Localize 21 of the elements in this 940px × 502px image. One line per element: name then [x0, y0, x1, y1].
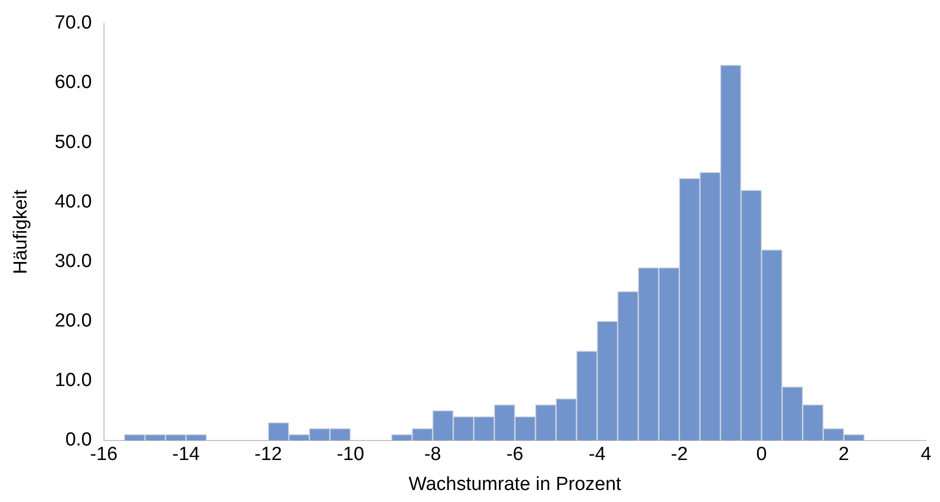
x-tick-label: -8 [424, 444, 442, 466]
x-tick-label: -2 [670, 444, 688, 466]
x-tick-label: 4 [920, 444, 932, 466]
y-tick-label: 10.0 [54, 370, 92, 392]
x-tick-label: -14 [172, 444, 200, 466]
y-tick-label: 40.0 [54, 191, 92, 212]
y-tick-label: 50.0 [54, 132, 92, 153]
x-tick-label: -6 [506, 444, 524, 466]
y-tick-label: 30.0 [54, 250, 92, 272]
x-tick-label: -16 [90, 444, 118, 466]
y-tick-label: 70.0 [54, 12, 92, 34]
x-tick-label: 2 [838, 444, 850, 466]
y-tick-label: 0.0 [65, 430, 92, 451]
x-axis-title: Wachstumrate in Prozent [408, 474, 622, 495]
x-tick-label: -4 [588, 444, 606, 466]
x-tick-label: 0 [756, 444, 767, 466]
y-tick-label: 20.0 [54, 310, 92, 332]
y-tick-label: 60.0 [54, 72, 92, 94]
y-axis-title: Häufigkeit [10, 188, 32, 274]
x-tick-label: -12 [254, 444, 282, 466]
x-tick-label: -10 [336, 444, 364, 466]
